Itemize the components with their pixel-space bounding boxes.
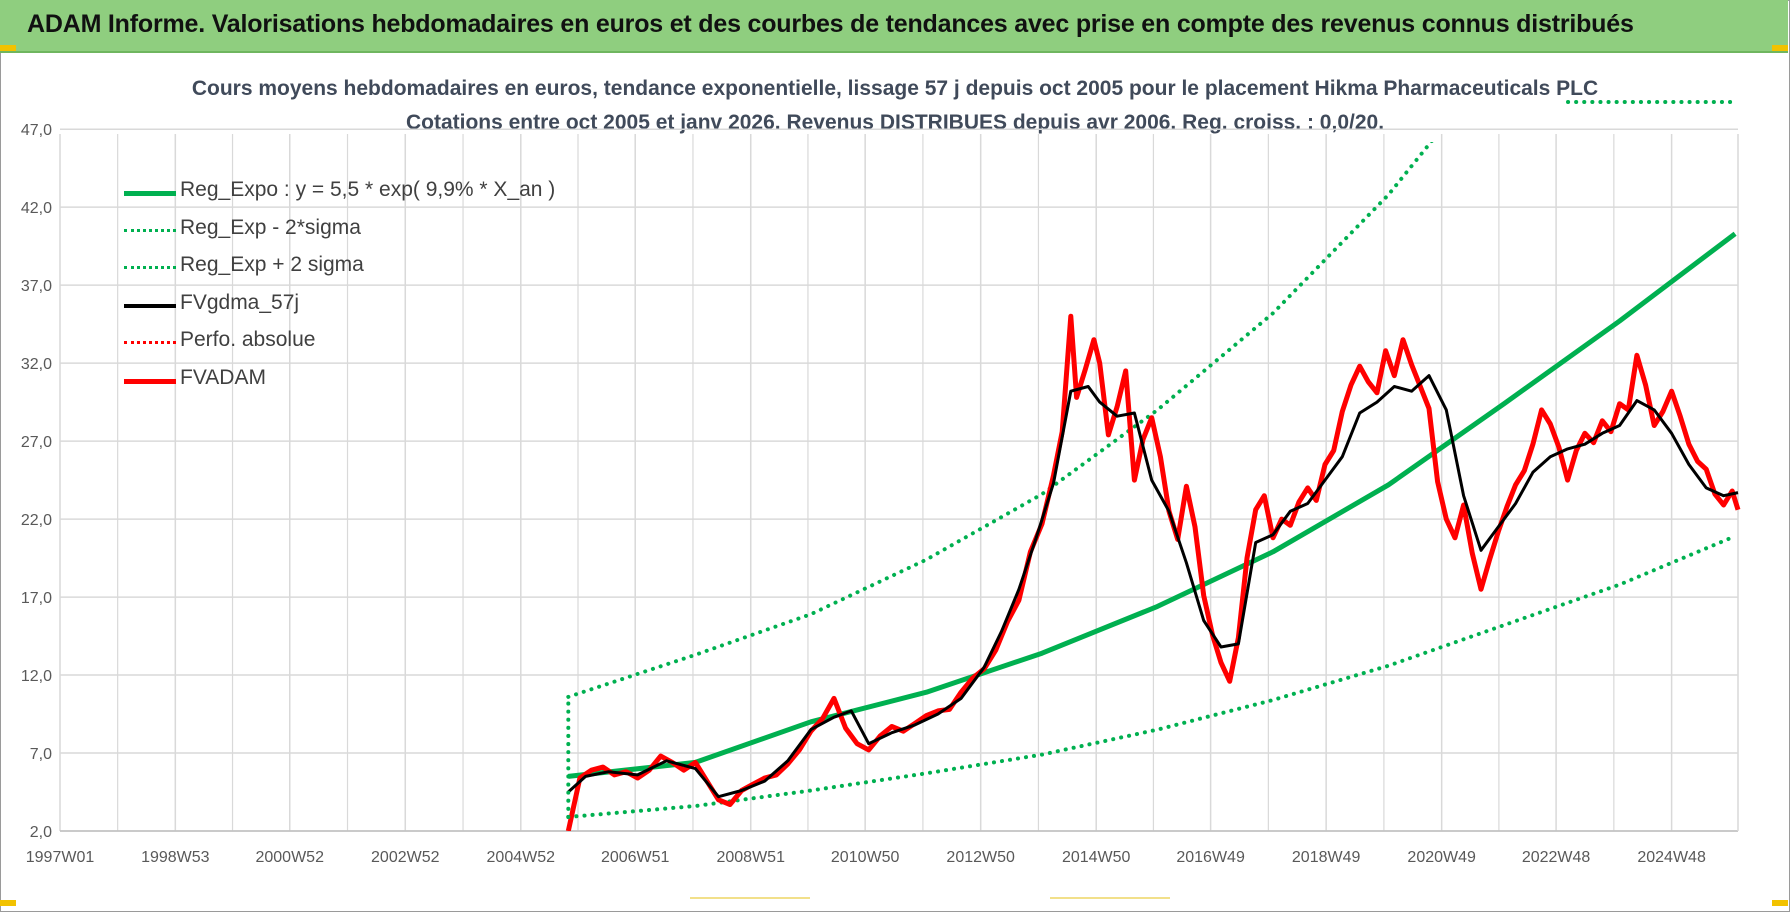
legend-swatch (124, 266, 176, 269)
bottom-accent-line (690, 897, 810, 899)
legend-label: Reg_Exp + 2 sigma (180, 253, 364, 276)
x-tick-label: 2024W48 (1637, 849, 1706, 866)
legend-label: Reg_Expo : y = 5,5 * exp( 9,9% * X_an ) (180, 178, 556, 201)
y-tick-label: 17,0 (21, 590, 52, 607)
corner-mark-top-left (0, 45, 16, 51)
legend-swatch (124, 228, 176, 232)
legend-swatch (124, 191, 176, 196)
legend-swatch (124, 341, 176, 344)
y-tick-label: 42,0 (21, 200, 52, 217)
x-tick-label: 2016W49 (1176, 849, 1245, 866)
chart-title: Cours moyens hebdomadaires en euros, ten… (191, 77, 1599, 100)
x-tick-label: 2022W48 (1522, 849, 1591, 866)
series-line-reg-exp-2-sigma (566, 142, 1434, 699)
series-lines (565, 100, 1741, 831)
y-tick-label: 47,0 (21, 122, 52, 139)
x-tick-label: 2018W49 (1292, 849, 1361, 866)
legend-label: Reg_Exp - 2*sigma (180, 215, 361, 239)
y-tick-label: 37,0 (21, 278, 52, 295)
x-tick-label: 2000W52 (255, 849, 324, 866)
legend-swatch (124, 303, 176, 308)
y-tick-label: 32,0 (21, 356, 52, 373)
legend-swatch (124, 378, 176, 384)
legend-label: Perfo. absolue (180, 328, 316, 351)
legend-label: FVADAM (180, 365, 266, 389)
y-tick-label: 7,0 (30, 746, 52, 763)
x-tick-label: 2006W51 (601, 849, 670, 866)
x-tick-label: 1997W01 (26, 849, 95, 866)
axis-tick-labels: 2,0 7,0 12,0 17,0 22,0 27,0 32,0 37,0 42,0 47,0 19… (21, 122, 1706, 866)
bottom-accent-line (1050, 897, 1170, 899)
x-tick-label: 2012W50 (946, 849, 1015, 866)
corner-mark-bottom-left (0, 900, 16, 906)
x-tick-label: 2002W52 (371, 849, 440, 866)
legend-label: FVgdma_57j (180, 290, 300, 314)
y-tick-label: 2,0 (30, 824, 52, 841)
y-tick-label: 22,0 (21, 512, 52, 529)
x-tick-label: 2014W50 (1062, 849, 1131, 866)
corner-mark-bottom-right (1772, 900, 1788, 906)
x-tick-label: 2020W49 (1407, 849, 1476, 866)
series-line-fvgdma-57j (567, 374, 1739, 799)
x-tick-label: 2008W51 (716, 849, 785, 866)
x-tick-label: 1998W53 (141, 849, 210, 866)
grid-lines (59, 128, 1739, 832)
banner: ADAM Informe. Valorisations hebdomadaire… (0, 0, 1788, 53)
x-tick-label: 2004W52 (487, 849, 556, 866)
y-tick-label: 27,0 (21, 434, 52, 451)
corner-mark-top-right (1772, 45, 1788, 51)
x-tick-label: 2010W50 (831, 849, 900, 866)
series-line-reg-exp-2-sigma (566, 534, 1738, 819)
chart-subtitle: Cotations entre oct 2005 et janv 2026. R… (405, 111, 1385, 134)
series-line-reg-expo-y-5-5-exp-9-9-x-an (568, 231, 1737, 779)
y-tick-label: 12,0 (21, 668, 52, 685)
banner-title: ADAM Informe. Valorisations hebdomadaire… (27, 10, 1634, 38)
